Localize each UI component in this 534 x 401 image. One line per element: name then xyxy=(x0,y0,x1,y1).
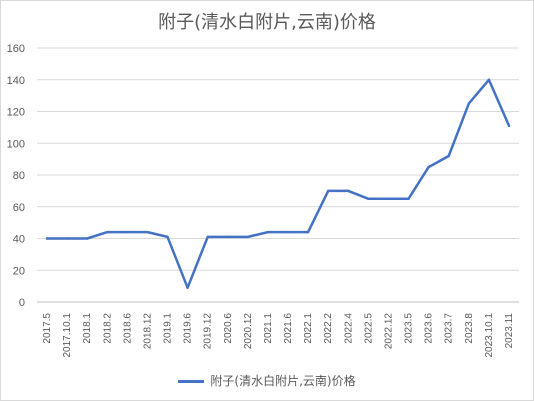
x-tick-label: 2022.2 xyxy=(323,313,334,344)
y-tick-label: 140 xyxy=(7,75,25,87)
y-tick-label: 40 xyxy=(13,234,25,246)
x-tick-label: 2020.6 xyxy=(223,313,234,344)
y-tick-label: 80 xyxy=(13,170,25,182)
data-point xyxy=(507,124,511,127)
x-tick-label: 2022.1 xyxy=(303,313,314,344)
data-point xyxy=(86,237,89,240)
x-tick-label: 2023.8 xyxy=(464,313,475,344)
data-point xyxy=(146,230,149,234)
data-point xyxy=(447,154,450,158)
x-tick-label: 2017.5 xyxy=(42,313,53,344)
x-tick-label: 2019.1 xyxy=(163,313,174,344)
series-line xyxy=(45,78,511,289)
data-point xyxy=(347,189,350,193)
data-point xyxy=(367,197,370,201)
y-tick-label: 120 xyxy=(7,107,25,119)
data-point xyxy=(467,102,470,105)
x-tick-label: 2023.6 xyxy=(424,313,435,344)
legend: 附子(清水白附片,云南)价格 xyxy=(0,372,534,389)
data-point xyxy=(206,235,209,239)
x-tick-label: 2019.12 xyxy=(203,313,214,350)
chart-title: 附子(清水白附片,云南)价格 xyxy=(158,12,376,33)
x-tick-label: 2018.12 xyxy=(142,313,153,350)
x-tick-label: 2022.5 xyxy=(363,313,374,344)
x-tick-label: 2023.11 xyxy=(504,313,515,349)
x-tick-label: 2022.12 xyxy=(383,313,394,350)
data-point xyxy=(65,237,69,240)
y-tick-label: 0 xyxy=(19,297,25,309)
y-tick-label: 20 xyxy=(13,265,25,277)
legend-label: 附子(清水白附片,云南)价格 xyxy=(210,374,356,388)
data-point xyxy=(106,230,109,234)
x-tick-label: 2021.1 xyxy=(263,313,274,344)
data-point xyxy=(427,165,430,169)
x-tick-label: 2023.5 xyxy=(404,313,415,344)
x-tick-label: 2023.10.1 xyxy=(484,313,495,358)
data-point xyxy=(286,230,290,234)
data-point xyxy=(487,78,491,81)
data-point xyxy=(246,235,250,239)
x-tick-label: 2019.6 xyxy=(183,313,194,344)
x-tick-label: 2018.2 xyxy=(102,313,113,344)
data-point xyxy=(226,235,229,239)
x-tick-label: 2018.1 xyxy=(82,313,93,344)
data-point xyxy=(45,237,49,240)
data-point xyxy=(407,197,410,201)
x-tick-label: 2018.6 xyxy=(122,313,133,344)
data-point xyxy=(387,197,390,201)
x-tick-label: 2020.12 xyxy=(243,313,254,350)
x-tick-label: 2022.4 xyxy=(343,313,354,344)
data-point xyxy=(166,235,169,239)
x-tick-label: 2023.7 xyxy=(444,313,455,344)
data-point xyxy=(327,189,330,193)
x-tick-label: 2021.6 xyxy=(283,313,294,344)
data-point xyxy=(306,230,310,234)
data-point xyxy=(126,230,129,234)
data-point xyxy=(186,286,189,289)
data-point xyxy=(266,230,270,234)
x-tick-label: 2017.10.1 xyxy=(62,313,73,358)
y-tick-label: 160 xyxy=(7,43,25,55)
legend-line-swatch xyxy=(178,380,205,383)
y-tick-label: 60 xyxy=(13,202,25,214)
y-tick-label: 100 xyxy=(7,138,25,150)
